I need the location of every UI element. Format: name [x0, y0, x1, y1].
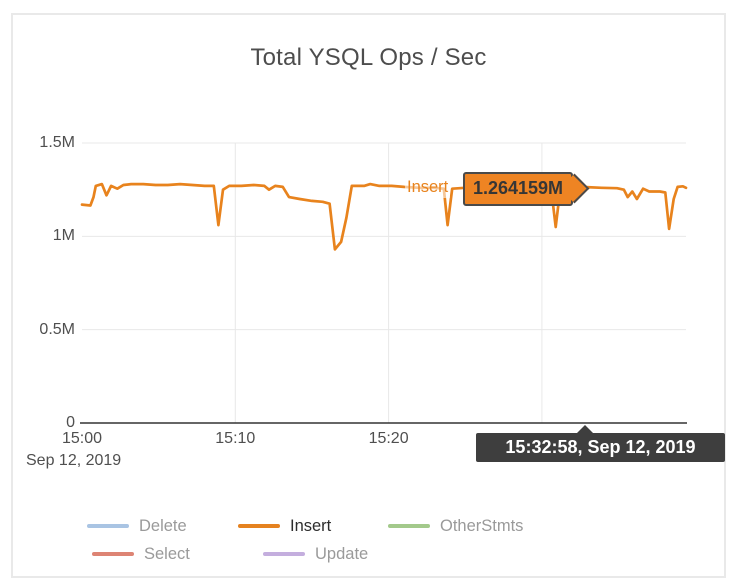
y-axis-label: 1M [52, 227, 75, 245]
legend-item-otherstmts[interactable]: OtherStmts [388, 516, 523, 536]
time-tooltip-text: 15:32:58, Sep 12, 2019 [505, 437, 696, 457]
insert-series-line [80, 182, 688, 251]
legend-item-update[interactable]: Update [263, 544, 368, 564]
legend-item-select[interactable]: Select [92, 544, 190, 564]
x-axis-date-label: Sep 12, 2019 [26, 452, 122, 469]
value-tooltip-text: 1.264159M [472, 178, 564, 198]
hovered-series-label: Insert [405, 177, 451, 198]
legend-item-delete[interactable]: Delete [87, 516, 187, 536]
chart-card [11, 13, 726, 578]
y-axis-label: 0 [66, 414, 75, 431]
chart-title: Total YSQL Ops / Sec [250, 44, 487, 71]
legend-label-delete: Delete [139, 517, 187, 535]
value-tooltip: 1.264159M [463, 172, 590, 206]
y-axis-label: 0.5M [39, 320, 75, 338]
legend-swatch-delete [87, 524, 129, 528]
time-tooltip-arrow [576, 425, 594, 434]
x-axis-label: 15:10 [215, 430, 256, 447]
legend-swatch-select [92, 552, 134, 556]
legend-swatch-insert [238, 524, 280, 528]
x-axis-label: 15:20 [368, 430, 409, 447]
y-axis-label: 1.5M [39, 134, 75, 151]
legend-swatch-update [263, 552, 305, 556]
legend-label-insert: Insert [290, 517, 332, 535]
time-tooltip: 15:32:58, Sep 12, 2019 [476, 425, 725, 462]
x-axis-label: 15:00 [61, 430, 103, 447]
legend-swatch-otherstmts [388, 524, 430, 528]
legend-label-otherstmts: OtherStmts [440, 517, 524, 535]
legend-item-insert[interactable]: Insert [238, 516, 331, 536]
legend-label-update: Update [315, 545, 369, 563]
legend-label-select: Select [144, 545, 190, 563]
